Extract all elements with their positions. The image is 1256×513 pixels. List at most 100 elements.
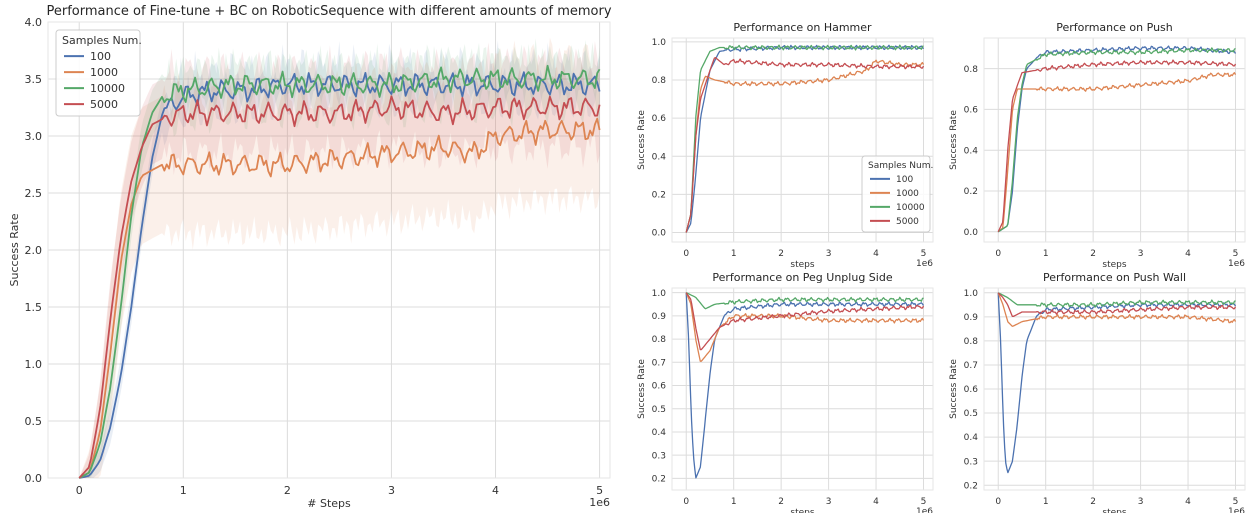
x-tick-label: 4 — [1185, 497, 1191, 507]
y-tick-label: 1.5 — [25, 301, 43, 314]
x-tick-label: 2 — [778, 249, 784, 259]
plot-frame — [983, 37, 1246, 243]
x-tick-label: 3 — [826, 249, 832, 259]
y-tick-label: 4.0 — [25, 16, 43, 29]
y-axis-label: Success Rate — [637, 359, 647, 419]
legend-label-100: 100 — [90, 50, 111, 63]
x-tick-label: 1 — [731, 249, 737, 259]
y-tick-label: 0.4 — [652, 428, 667, 438]
x-tick-label: 4 — [492, 484, 499, 497]
series-line-100 — [79, 71, 601, 479]
y-tick-label: 2.0 — [25, 244, 43, 257]
series-line-10000 — [685, 44, 924, 233]
push-wall-chart-panel: 0 1 2 3 4 5 0.2 0.3 0.4 0.5 0.6 0.7 0.8 0.9 1.0 Perform… — [942, 262, 1252, 513]
series-line-100 — [685, 292, 925, 479]
y-tick-label: 0.4 — [964, 433, 979, 443]
x-tick-label: 5 — [596, 484, 603, 497]
x-tick-label: 1 — [1043, 249, 1049, 259]
hammer-chart: 0 1 2 3 4 5 0.0 0.2 0.4 0.6 0.8 1.0 Performance on H… — [637, 21, 934, 270]
x-tick-label: 3 — [826, 497, 832, 507]
x-axis-label: steps — [790, 508, 814, 513]
y-tick-label: 0.7 — [652, 358, 666, 368]
y-axis-label: Success Rate — [949, 110, 959, 170]
x-tick-label: 2 — [1090, 249, 1096, 259]
legend-label-10000: 10000 — [90, 82, 125, 95]
y-tick-label: 0.2 — [652, 475, 666, 485]
series-band-100 — [79, 40, 600, 478]
x-tick-label: 2 — [778, 497, 784, 507]
x-tick-label: 5 — [921, 497, 927, 507]
y-tick-label: 0.8 — [652, 76, 667, 86]
series-line-10000 — [997, 292, 1236, 308]
x-tick-label: 2 — [1090, 497, 1096, 507]
y-tick-label: 0.0 — [652, 229, 667, 239]
x-tick-label: 0 — [995, 249, 1001, 259]
y-tick-label: 1.0 — [652, 289, 667, 299]
plot-frame — [983, 287, 1246, 491]
y-tick-label: 0.0 — [25, 472, 43, 485]
x-multiplier-label: 1e6 — [916, 507, 933, 513]
main-chart-panel: 0 1 2 3 4 5 0.0 0.5 1.0 1.5 2.0 2.5 3.0 3.5 4.0 Perform… — [8, 4, 612, 510]
legend-label-100: 100 — [896, 175, 913, 185]
x-tick-label: 0 — [683, 497, 689, 507]
y-tick-label: 0.6 — [964, 106, 979, 116]
y-tick-label: 0.8 — [652, 335, 667, 345]
series-line-100 — [997, 45, 1237, 233]
series-line-1000 — [997, 292, 1237, 327]
x-tick-label: 3 — [1138, 497, 1144, 507]
series-line-5000 — [997, 59, 1237, 233]
legend-box — [55, 29, 141, 117]
main-chart: 0 1 2 3 4 5 0.0 0.5 1.0 1.5 2.0 2.5 3.0 3.5 4.0Perform… — [8, 4, 612, 510]
x-multiplier-label: 1e6 — [916, 259, 933, 269]
y-tick-label: 0.8 — [964, 337, 979, 347]
y-tick-label: 0.6 — [652, 114, 667, 124]
y-tick-label: 0.9 — [652, 312, 667, 322]
series-line-1000 — [685, 59, 925, 233]
x-tick-label: 0 — [76, 484, 83, 497]
y-tick-label: 1.0 — [964, 289, 979, 299]
series-line-5000 — [78, 95, 601, 479]
legend-label-10000: 10000 — [896, 203, 925, 213]
chart-title: Performance on Peg Unplug Side — [712, 271, 892, 284]
y-tick-label: 0.4 — [964, 146, 979, 156]
chart-title: Performance on Push — [1056, 21, 1173, 34]
legend-label-1000: 1000 — [896, 189, 919, 199]
x-tick-label: 1 — [180, 484, 187, 497]
y-tick-label: 0.0 — [964, 228, 979, 238]
series-band-10000 — [79, 38, 600, 478]
series-band-5000 — [79, 41, 600, 478]
x-tick-label: 5 — [1233, 497, 1239, 507]
x-multiplier-label: 1e6 — [1228, 259, 1245, 269]
x-tick-label: 5 — [1233, 249, 1239, 259]
y-tick-label: 2.5 — [25, 187, 43, 200]
y-tick-label: 0.3 — [964, 457, 978, 467]
y-tick-label: 0.2 — [652, 190, 666, 200]
legend-label-5000: 5000 — [896, 217, 919, 227]
x-tick-label: 5 — [921, 249, 927, 259]
x-tick-label: 2 — [284, 484, 291, 497]
x-tick-label: 1 — [731, 497, 737, 507]
series-band-1000 — [79, 37, 600, 478]
x-axis-label: steps — [790, 260, 814, 270]
x-tick-label: 4 — [1185, 249, 1191, 259]
legend-label-5000: 5000 — [90, 98, 118, 111]
y-tick-label: 1.0 — [652, 38, 667, 48]
y-tick-label: 3.5 — [25, 73, 43, 86]
y-axis-label: Success Rate — [949, 359, 959, 419]
legend-label-1000: 1000 — [90, 66, 118, 79]
y-tick-label: 0.7 — [964, 361, 978, 371]
y-tick-label: 0.3 — [652, 451, 666, 461]
y-tick-label: 0.5 — [964, 409, 978, 419]
y-tick-label: 3.0 — [25, 130, 43, 143]
peg-unplug-side-chart-panel: 0 1 2 3 4 5 0.2 0.3 0.4 0.5 0.6 0.7 0.8 0.9 1.0 Perform… — [630, 262, 940, 513]
y-tick-label: 0.8 — [964, 65, 979, 75]
y-tick-label: 1.0 — [25, 358, 43, 371]
x-axis-label: steps — [1102, 508, 1126, 513]
series-line-10000 — [997, 47, 1236, 233]
y-tick-label: 0.2 — [964, 481, 978, 491]
series-line-10000 — [78, 64, 601, 479]
y-axis-label: Success Rate — [8, 213, 21, 286]
chart-title: Performance on Push Wall — [1043, 271, 1186, 284]
y-tick-label: 0.2 — [964, 187, 978, 197]
series-line-10000 — [685, 292, 924, 310]
